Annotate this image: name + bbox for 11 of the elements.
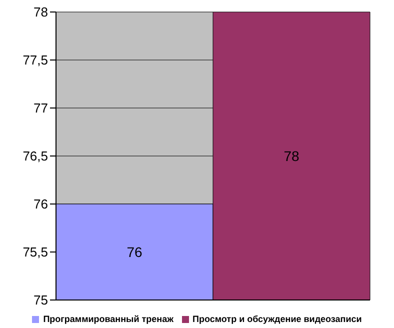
y-tick-label: 77,5 bbox=[22, 52, 48, 68]
y-tick-label: 78 bbox=[34, 4, 48, 20]
data-label: 78 bbox=[284, 148, 300, 164]
y-tick-label: 75 bbox=[34, 292, 48, 308]
y-tick-label: 77 bbox=[34, 100, 48, 116]
legend-label: Программированный тренаж bbox=[43, 314, 174, 324]
series-label: Просмотр и обсуждение видеозаписи bbox=[192, 314, 362, 324]
y-tick-label: 76 bbox=[34, 196, 48, 212]
y-tick-label: 75,5 bbox=[22, 244, 48, 260]
y-tick-label: 76,5 bbox=[22, 148, 48, 164]
data-label: 76 bbox=[126, 244, 142, 260]
